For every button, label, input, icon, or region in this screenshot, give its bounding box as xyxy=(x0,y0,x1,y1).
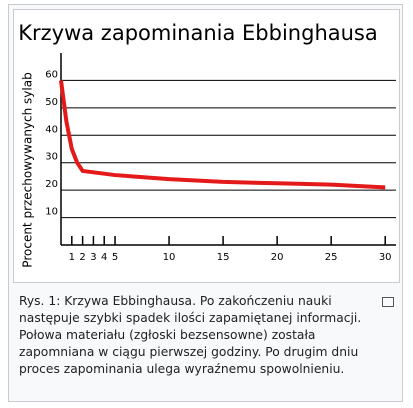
line xyxy=(59,80,386,190)
y-axis-label: Procent przechowywanych sylab xyxy=(21,72,35,267)
y-tick-label: 50 xyxy=(45,97,58,108)
x-tick-label: 5 xyxy=(112,252,118,263)
y-tick-label: 10 xyxy=(45,207,58,218)
y-tick-label: 40 xyxy=(45,124,58,135)
y-tick-label: 60 xyxy=(45,69,58,80)
caption: Rys. 1: Krzywa Ebbinghausa. Po zakończen… xyxy=(19,293,394,378)
caption-text: Rys. 1: Krzywa Ebbinghausa. Po zakończen… xyxy=(19,294,362,376)
thumbnail: Krzywa zapominania Ebbinghausa Procent p… xyxy=(8,4,403,402)
x-tick-label: 10 xyxy=(163,252,176,263)
chart-title: Krzywa zapominania Ebbinghausa xyxy=(18,21,378,45)
y-tick-label: 20 xyxy=(45,179,58,190)
y-tick-label: 30 xyxy=(45,152,58,163)
chart: Krzywa zapominania Ebbinghausa Procent p… xyxy=(13,9,400,283)
x-tick-label: 1 xyxy=(69,252,75,263)
x-tick-label: 30 xyxy=(379,252,392,263)
x-tick-label: 3 xyxy=(90,252,96,263)
x-tick-label: 15 xyxy=(217,252,230,263)
x-tick-label: 4 xyxy=(101,252,107,263)
x-tick-label: 2 xyxy=(79,252,85,263)
enlarge-icon[interactable] xyxy=(382,297,394,307)
x-tick-label: 25 xyxy=(325,252,338,263)
x-tick-label: 20 xyxy=(271,252,284,263)
